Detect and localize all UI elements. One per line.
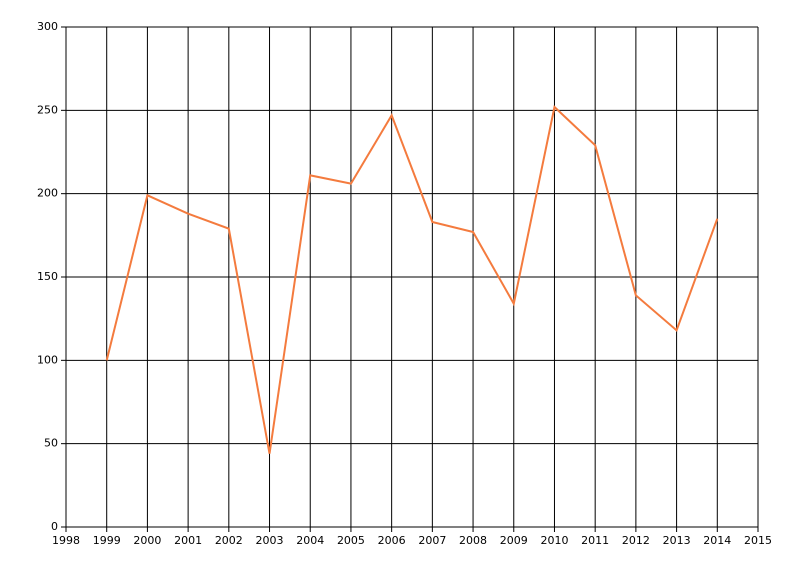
x-tick-label: 2010 bbox=[540, 534, 568, 547]
data-line bbox=[105, 105, 719, 454]
x-tick-label: 2009 bbox=[500, 534, 528, 547]
x-tick-label: 1998 bbox=[52, 534, 80, 547]
x-tick-label: 1999 bbox=[93, 534, 121, 547]
x-tick-label: 2013 bbox=[663, 534, 691, 547]
x-tick-label: 2006 bbox=[378, 534, 406, 547]
y-tick-label: 100 bbox=[37, 353, 58, 366]
y-tick-label: 50 bbox=[44, 437, 58, 450]
x-tick-label: 2001 bbox=[174, 534, 202, 547]
x-tick-label: 2002 bbox=[215, 534, 243, 547]
x-tick-label: 2014 bbox=[703, 534, 731, 547]
y-tick-label: 200 bbox=[37, 187, 58, 200]
x-tick-label: 2003 bbox=[256, 534, 284, 547]
y-tick-label: 250 bbox=[37, 103, 58, 116]
x-tick-label: 2008 bbox=[459, 534, 487, 547]
x-tick-label: 2007 bbox=[418, 534, 446, 547]
x-tick-label: 2000 bbox=[133, 534, 161, 547]
x-tick-label: 2011 bbox=[581, 534, 609, 547]
y-tick-label: 0 bbox=[51, 520, 58, 533]
x-tick-label: 2015 bbox=[744, 534, 772, 547]
y-tick-label: 300 bbox=[37, 20, 58, 33]
x-tick-label: 2004 bbox=[296, 534, 324, 547]
y-tick-label: 150 bbox=[37, 270, 58, 283]
x-tick-label: 2012 bbox=[622, 534, 650, 547]
x-tick-label: 2005 bbox=[337, 534, 365, 547]
